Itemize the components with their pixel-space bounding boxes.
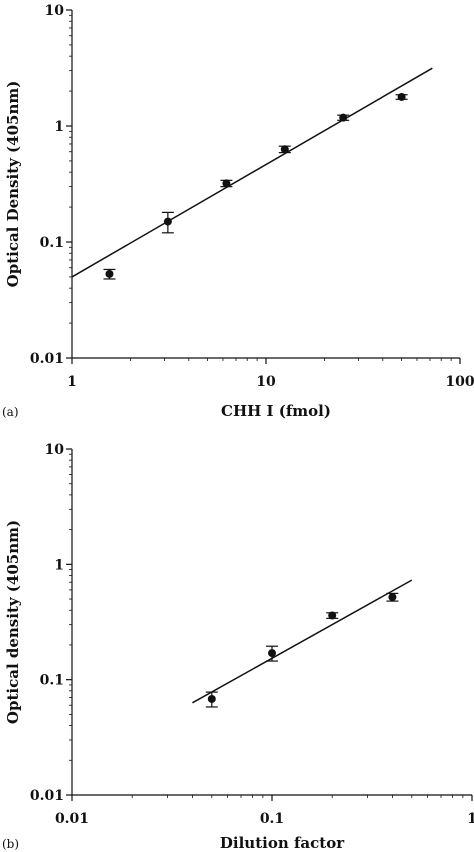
y-tick-label: 0.01 — [30, 788, 64, 804]
x-axis-title: Dilution factor — [220, 834, 345, 852]
data-point — [105, 269, 114, 278]
y-tick-label: 0.1 — [40, 673, 64, 689]
data-point — [388, 593, 397, 602]
x-tick-label: 100 — [445, 374, 474, 390]
y-tick-label: 0.1 — [40, 235, 64, 251]
x-axis-title: CHH I (fmol) — [221, 402, 331, 420]
data-point — [339, 113, 348, 122]
x-tick-label: 0.1 — [260, 811, 284, 827]
y-axis-title: Optical density (405nm) — [4, 520, 22, 724]
y-tick-label: 0.01 — [30, 351, 64, 367]
data-point — [280, 145, 289, 154]
y-tick-label: 1 — [54, 119, 64, 135]
data-point — [397, 92, 406, 101]
data-point — [163, 217, 172, 226]
x-tick-label: 10 — [256, 374, 276, 390]
y-tick-label: 1 — [54, 557, 64, 573]
data-point — [328, 611, 337, 620]
y-tick-label: 10 — [45, 3, 65, 19]
panel-label: (a) — [2, 405, 19, 419]
x-tick-label: 0.01 — [55, 811, 89, 827]
data-point — [222, 179, 231, 188]
panel-label: (b) — [2, 837, 19, 851]
fit-line — [192, 579, 413, 704]
x-tick-label: 1 — [467, 811, 474, 827]
chart-panel-a: 0.01 0.1 1 10 1 10 100 CHH I (fmol) Optical Dens… — [2, 3, 474, 420]
y-tick-label: 10 — [45, 442, 65, 458]
y-axis-title: Optical Density (405nm) — [4, 81, 22, 288]
data-point — [268, 649, 276, 658]
x-tick-label: 1 — [67, 374, 77, 390]
chart-panel-b: 0.01 0.1 1 10 0.01 0.1 1 Dilution factor Optical… — [2, 442, 474, 852]
fit-line — [71, 67, 433, 278]
data-point — [207, 694, 216, 703]
